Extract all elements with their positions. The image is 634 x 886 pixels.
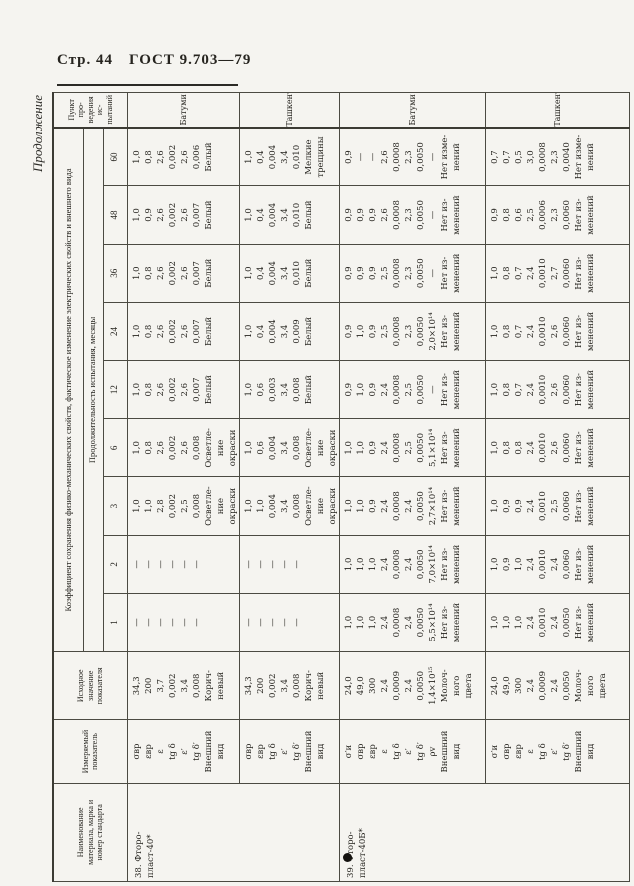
month-values-cell: 1,0 0,9 1,0 2,4 0,0010 2,4 0,0060 Нет из… bbox=[485, 535, 629, 594]
month-values-cell: 1,0 0,8 0,7 2,4 0,0010 2,7 0,0060 Нет из… bbox=[485, 244, 629, 303]
month-values-cell: 0,9 — — 2,6 0,0008 2,3 0,0050 — Нет изме… bbox=[339, 127, 485, 186]
gost-number-label: ГОСТ 9.703—79 bbox=[129, 52, 252, 68]
month-values-cell: 1,0 0,8 0,8 2,4 0,0010 2,6 0,0060 Нет из… bbox=[485, 418, 629, 477]
location-cell: Ташкент bbox=[239, 92, 339, 128]
table-row: σвр εвр tg δ ε′ tg δ′ Внешний вид 34,3 2… bbox=[239, 92, 339, 882]
col-header-duration: Продолжительность испытания, месяцы bbox=[83, 127, 103, 652]
month-col-header: 3 bbox=[103, 477, 127, 536]
month-values-cell: 1,0 0,9 2,6 0,002 2,6 0,007 Белый bbox=[127, 185, 239, 245]
month-values-cell: 1,0 0,8 0,7 2,4 0,0010 2,6 0,0060 Нет из… bbox=[485, 302, 629, 361]
initial-values-cell: 34,3 200 3,7 0,002 3,4 0,008 Корич- невы… bbox=[127, 651, 239, 720]
params-cell: σвр εвр tg δ ε′ tg δ′ Внешний вид bbox=[239, 719, 339, 784]
material-name: 38. Фторо- пласт-40* bbox=[127, 783, 339, 882]
col-header-group: Коэффициент сохранения физико-механическ… bbox=[53, 127, 83, 652]
month-values-cell: 1,0 0,4 0,004 3,4 0,010 Белый bbox=[239, 185, 339, 245]
month-col-header: 1 bbox=[103, 593, 127, 652]
continuation-label: Продолжение bbox=[30, 95, 45, 173]
month-values-cell: 1,0 0,8 2,6 0,002 2,6 0,007 Белый bbox=[127, 302, 239, 361]
location-cell: Ташкент bbox=[485, 92, 629, 128]
month-col-header: 6 bbox=[103, 418, 127, 477]
params-cell: σ′и σвр εвр ε tg δ ε′ tg δ′ Внешний вид bbox=[485, 719, 629, 784]
month-values-cell: — — — — — bbox=[239, 593, 339, 652]
month-col-header: 48 bbox=[103, 185, 127, 245]
location-cell: Батуми bbox=[339, 92, 485, 128]
params-cell: σвр εвр ε tg δ ε′ tg δ′ Внешний вид bbox=[127, 719, 239, 784]
month-values-cell: 0,7 0,7 0,5 3,0 0,0008 2,3 0,0040 Нет из… bbox=[485, 127, 629, 186]
month-col-header: 12 bbox=[103, 360, 127, 419]
month-col-header: 2 bbox=[103, 535, 127, 594]
month-values-cell: 1,0 0,8 2,6 0,002 2,6 0,008 Осветле- ние… bbox=[127, 418, 239, 477]
month-values-cell: 0,9 1,0 0,9 2,4 0,0008 2,5 0,0050 — Нет … bbox=[339, 360, 485, 419]
col-header-name: Наименование материала, марка и номер ст… bbox=[53, 783, 127, 882]
month-values-cell: 0,9 1,0 0,9 2,5 0,0008 2,3 0,0050 2,0×10… bbox=[339, 302, 485, 361]
col-header-param: Измеряемый показатель bbox=[53, 719, 127, 784]
month-values-cell: 1,0 0,4 0,004 3,4 0,010 Мелкие трещины bbox=[239, 127, 339, 186]
month-col-header: 36 bbox=[103, 244, 127, 303]
month-values-cell: 1,0 0,8 2,6 0,002 2,6 0,006 Белый bbox=[127, 127, 239, 186]
col-header-initial: Исходное значение показателя bbox=[53, 651, 127, 720]
rotated-table-area: Продолжение Наименование материала, марк… bbox=[30, 92, 629, 882]
initial-values-cell: 24,0 49,0 300 2,4 0,0009 2,4 0,0050 1,4×… bbox=[339, 651, 485, 720]
month-values-cell: 1,0 1,0 0,004 3,4 0,008 Осветле- ние окр… bbox=[239, 477, 339, 536]
header-underline bbox=[57, 84, 238, 86]
month-values-cell: 1,0 0,6 0,004 3,4 0,008 Осветле- ние окр… bbox=[239, 418, 339, 477]
month-values-cell: 1,0 1,0 0,9 2,4 0,0008 2,4 0,0050 2,7×10… bbox=[339, 477, 485, 536]
month-values-cell: 1,0 1,0 1,0 2,4 0,0008 2,4 0,0050 5,5×10… bbox=[339, 593, 485, 652]
month-values-cell: 0,9 0,8 0,6 2,5 0,0006 2,3 0,0060 Нет из… bbox=[485, 185, 629, 245]
materials-table: Наименование материала, марка и номер ст… bbox=[52, 92, 630, 882]
table-row: 39. Фторо- пласт-40Б* σ′и σвр εвр ε tg δ… bbox=[339, 92, 629, 882]
month-col-header: 60 bbox=[103, 127, 127, 186]
material-name: 39. Фторо- пласт-40Б* bbox=[339, 783, 629, 882]
month-values-cell: 1,0 1,0 2,8 0,002 2,5 0,008 Осветле- ние… bbox=[127, 477, 239, 536]
month-values-cell: 0,9 0,9 0,9 2,5 0,0008 2,3 0,0050 — Нет … bbox=[339, 244, 485, 303]
month-col-header: 24 bbox=[103, 302, 127, 361]
col-header-point: Пункт про- ведения ис- пытаний bbox=[53, 92, 127, 128]
month-values-cell: 0,9 0,9 0,9 2,6 0,0008 2,3 0,0050 — Нет … bbox=[339, 185, 485, 245]
initial-values-cell: 34,3 200 0,002 3,4 0,008 Корич- невый bbox=[239, 651, 339, 720]
scan-artifact-dot bbox=[343, 853, 352, 862]
month-values-cell: 1,0 0,8 2,6 0,002 2,6 0,007 Белый bbox=[127, 244, 239, 303]
params-cell: σ′и σвр εвр ε tg δ ε′ tg δ′ ρv Внешний в… bbox=[339, 719, 485, 784]
initial-values-cell: 24,0 49,0 300 2,4 0,0009 2,4 0,0050 Моло… bbox=[485, 651, 629, 720]
month-values-cell: — — — — — bbox=[239, 535, 339, 594]
table-row: σ′и σвр εвр ε tg δ ε′ tg δ′ Внешний вид … bbox=[485, 92, 629, 882]
month-values-cell: — — — — — — bbox=[127, 593, 239, 652]
month-values-cell: 1,0 0,4 0,004 3,4 0,010 Белый bbox=[239, 244, 339, 303]
month-values-cell: 1,0 0,8 0,7 2,4 0,0010 2,6 0,0060 Нет из… bbox=[485, 360, 629, 419]
month-values-cell: 1,0 0,6 0,003 3,4 0,008 Белый bbox=[239, 360, 339, 419]
month-values-cell: 1,0 0,9 0,9 2,4 0,0010 2,5 0,0060 Нет из… bbox=[485, 477, 629, 536]
location-cell: Батуми bbox=[127, 92, 239, 128]
table-row: 38. Фторо- пласт-40* σвр εвр ε tg δ ε′ t… bbox=[127, 92, 339, 882]
month-values-cell: 1,0 0,8 2,6 0,002 2,6 0,007 Белый bbox=[127, 360, 239, 419]
month-values-cell: 1,0 1,0 1,0 2,4 0,0010 2,4 0,0050 Нет из… bbox=[485, 593, 629, 652]
page-number-label: Стр. 44 bbox=[57, 52, 114, 68]
month-values-cell: 1,0 1,0 1,0 2,4 0,0008 2,4 0,0050 7,0×10… bbox=[339, 535, 485, 594]
month-values-cell: — — — — — — bbox=[127, 535, 239, 594]
page-header: Стр. 44 ГОСТ 9.703—79 bbox=[57, 52, 251, 69]
month-values-cell: 1,0 0,4 0,004 3,4 0,009 Белый bbox=[239, 302, 339, 361]
month-values-cell: 1,0 1,0 0,9 2,4 0,0008 2,5 0,0050 5,1×10… bbox=[339, 418, 485, 477]
